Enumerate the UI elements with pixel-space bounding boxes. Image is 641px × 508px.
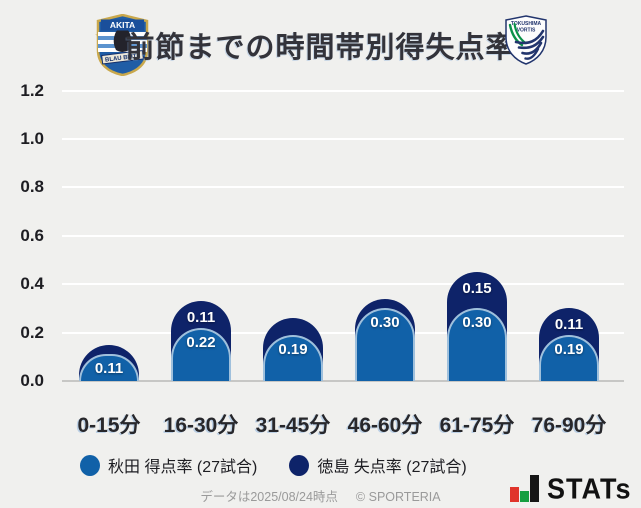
- tokushima-crest-icon: TOKUSHIMA VORTIS: [505, 15, 547, 65]
- bar-value-label: 0.15: [462, 280, 492, 297]
- crest-top-band: [101, 19, 144, 31]
- data-date-note: データは2025/08/24時点: [200, 490, 338, 504]
- x-axis-label: 46-60分: [347, 414, 423, 437]
- bar-value-label: 0.19: [554, 341, 584, 358]
- y-tick-label: 1.0: [20, 129, 44, 148]
- x-axis-label: 0-15分: [77, 414, 141, 437]
- gridline: [62, 283, 624, 286]
- bar-value-label: 0.11: [554, 316, 584, 333]
- legend-label: 徳島 失点率 (27試合): [317, 459, 467, 476]
- x-axis-label: 76-90分: [531, 414, 607, 437]
- akita-club-logo: AKITA BLAU BLITZ: [95, 13, 150, 81]
- y-tick-label: 0.2: [20, 322, 44, 342]
- akita-crest-sub: BLAU BLITZ: [105, 53, 141, 63]
- bar-value-label: 0.30: [370, 314, 400, 331]
- bar-akita: [539, 335, 599, 381]
- y-tick-label: 0.0: [20, 371, 44, 390]
- bar-value-label: 0.19: [278, 341, 308, 358]
- bar-akita: [263, 335, 323, 381]
- gridline: [62, 234, 624, 237]
- legend-swatch: [80, 454, 100, 476]
- bar-akita: [171, 328, 231, 381]
- stats-brand-text: STATs: [547, 473, 632, 505]
- y-tick-label: 0.8: [20, 177, 44, 197]
- tokushima-crest-line1: TOKUSHIMA: [511, 21, 542, 27]
- footer-note: データは2025/08/24時点 © SPORTERIA: [0, 486, 641, 505]
- crest-banner: BLAU BLITZ: [101, 49, 144, 65]
- gridline: [62, 89, 624, 92]
- tokushima-crest-line2: VORTIS: [517, 28, 536, 34]
- bar-akita: [447, 308, 507, 381]
- gridline: [62, 331, 624, 334]
- stats-bars-icon: [510, 475, 539, 503]
- bar-value-label: 0.30: [462, 314, 492, 331]
- bear-icon: [113, 28, 132, 52]
- copyright-text: © SPORTERIA: [355, 490, 441, 504]
- bar-akita: [355, 308, 415, 381]
- vortex-stripes-icon: [508, 22, 545, 60]
- bar-value-label: 0.11: [186, 309, 216, 326]
- bar-value-label: 0.11: [94, 360, 124, 377]
- gridline: [62, 138, 624, 140]
- legend-item: 徳島 失点率 (27試合): [289, 453, 467, 477]
- legend-label: 秋田 得点率 (27試合): [108, 459, 258, 476]
- bar-value-label: 0.22: [186, 334, 216, 351]
- y-tick-label: 0.4: [20, 274, 44, 294]
- x-axis-baseline: [62, 380, 624, 382]
- stats-brand-logo: STATs: [510, 475, 632, 503]
- legend-swatch: [289, 454, 310, 476]
- y-tick-label: 1.2: [20, 80, 44, 100]
- gridline: [62, 186, 624, 189]
- page-title: 前節までの時間帯別得失点率: [125, 32, 516, 64]
- x-axis-label: 61-75分: [439, 414, 515, 437]
- akita-crest-icon: AKITA BLAU BLITZ: [95, 13, 150, 77]
- chart-legend: 秋田 得点率 (27試合) 徳島 失点率 (27試合): [80, 453, 467, 477]
- akita-crest-name: AKITA: [110, 20, 135, 30]
- y-tick-label: 0.6: [20, 225, 44, 245]
- tokushima-club-logo: TOKUSHIMA VORTIS: [503, 15, 549, 70]
- legend-item: 秋田 得点率 (27試合): [80, 453, 257, 477]
- x-axis-label: 16-30分: [163, 414, 239, 437]
- x-axis-label: 31-45分: [255, 414, 331, 437]
